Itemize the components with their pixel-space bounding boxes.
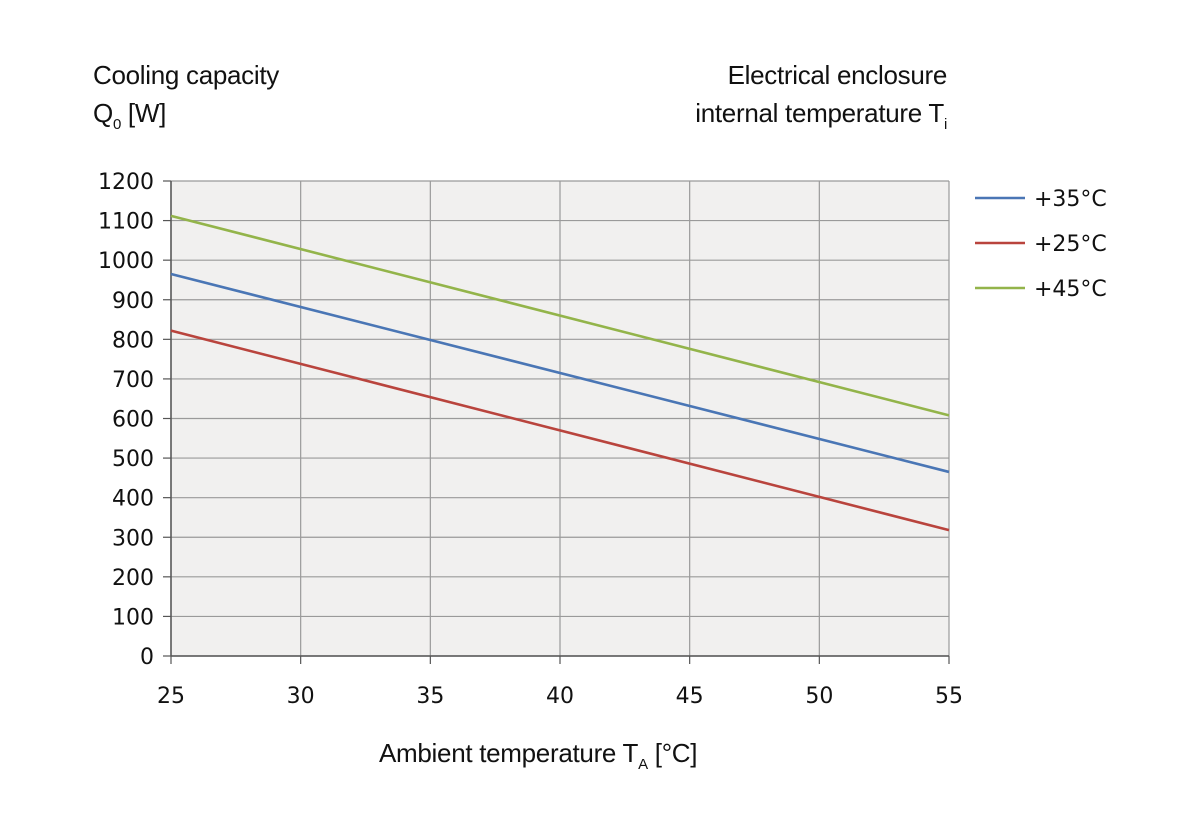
y-axis-symbol-subscript: 0: [112, 116, 121, 133]
y-tick-label: 1000: [98, 249, 154, 274]
series-line: [170, 272, 950, 474]
x-tick-label: 50: [805, 684, 833, 709]
legend-label: +25°C: [1034, 232, 1107, 257]
y-axis-label: Cooling capacity Q0 [W]: [93, 56, 279, 132]
legend-title-line1: Electrical enclosure: [727, 60, 948, 90]
series-line: [170, 214, 950, 417]
x-axis-label: Ambient temperature TA [°C]: [379, 734, 698, 773]
x-tick-label: 30: [287, 684, 315, 709]
legend-label: +45°C: [1034, 277, 1107, 302]
x-tick-label: 45: [676, 684, 704, 709]
legend-label: +35°C: [1034, 187, 1107, 212]
x-tick-label: 40: [546, 684, 574, 709]
y-tick-label: 700: [112, 368, 154, 393]
y-tick-label: 100: [112, 605, 154, 630]
y-tick-label: 900: [112, 289, 154, 314]
x-tick-label: 25: [157, 684, 185, 709]
legend-title-subscript: i: [943, 116, 947, 133]
y-tick-label: 1100: [98, 210, 154, 235]
y-tick-label: 500: [112, 447, 154, 472]
y-axis-symbol: Q: [93, 98, 113, 128]
x-axis-label-subscript: A: [638, 756, 648, 773]
y-tick-label: 0: [140, 645, 154, 670]
x-tick-label: 55: [935, 684, 963, 709]
y-tick-label: 200: [112, 566, 154, 591]
y-tick-label: 800: [112, 328, 154, 353]
y-tick-label: 1200: [98, 170, 154, 195]
y-tick-label: 600: [112, 408, 154, 433]
y-axis-label-line1: Cooling capacity: [93, 60, 279, 90]
x-axis-label-main: Ambient temperature T: [379, 738, 639, 768]
x-axis-unit: [°C]: [654, 738, 698, 768]
y-tick-label: 400: [112, 487, 154, 512]
y-axis-unit: [W]: [127, 98, 167, 128]
y-tick-label: 300: [112, 526, 154, 551]
series-line: [170, 329, 950, 532]
x-tick-label: 35: [416, 684, 444, 709]
legend-title-line2: internal temperature T: [695, 98, 944, 128]
legend-title: Electrical enclosure internal temperatur…: [695, 56, 947, 132]
